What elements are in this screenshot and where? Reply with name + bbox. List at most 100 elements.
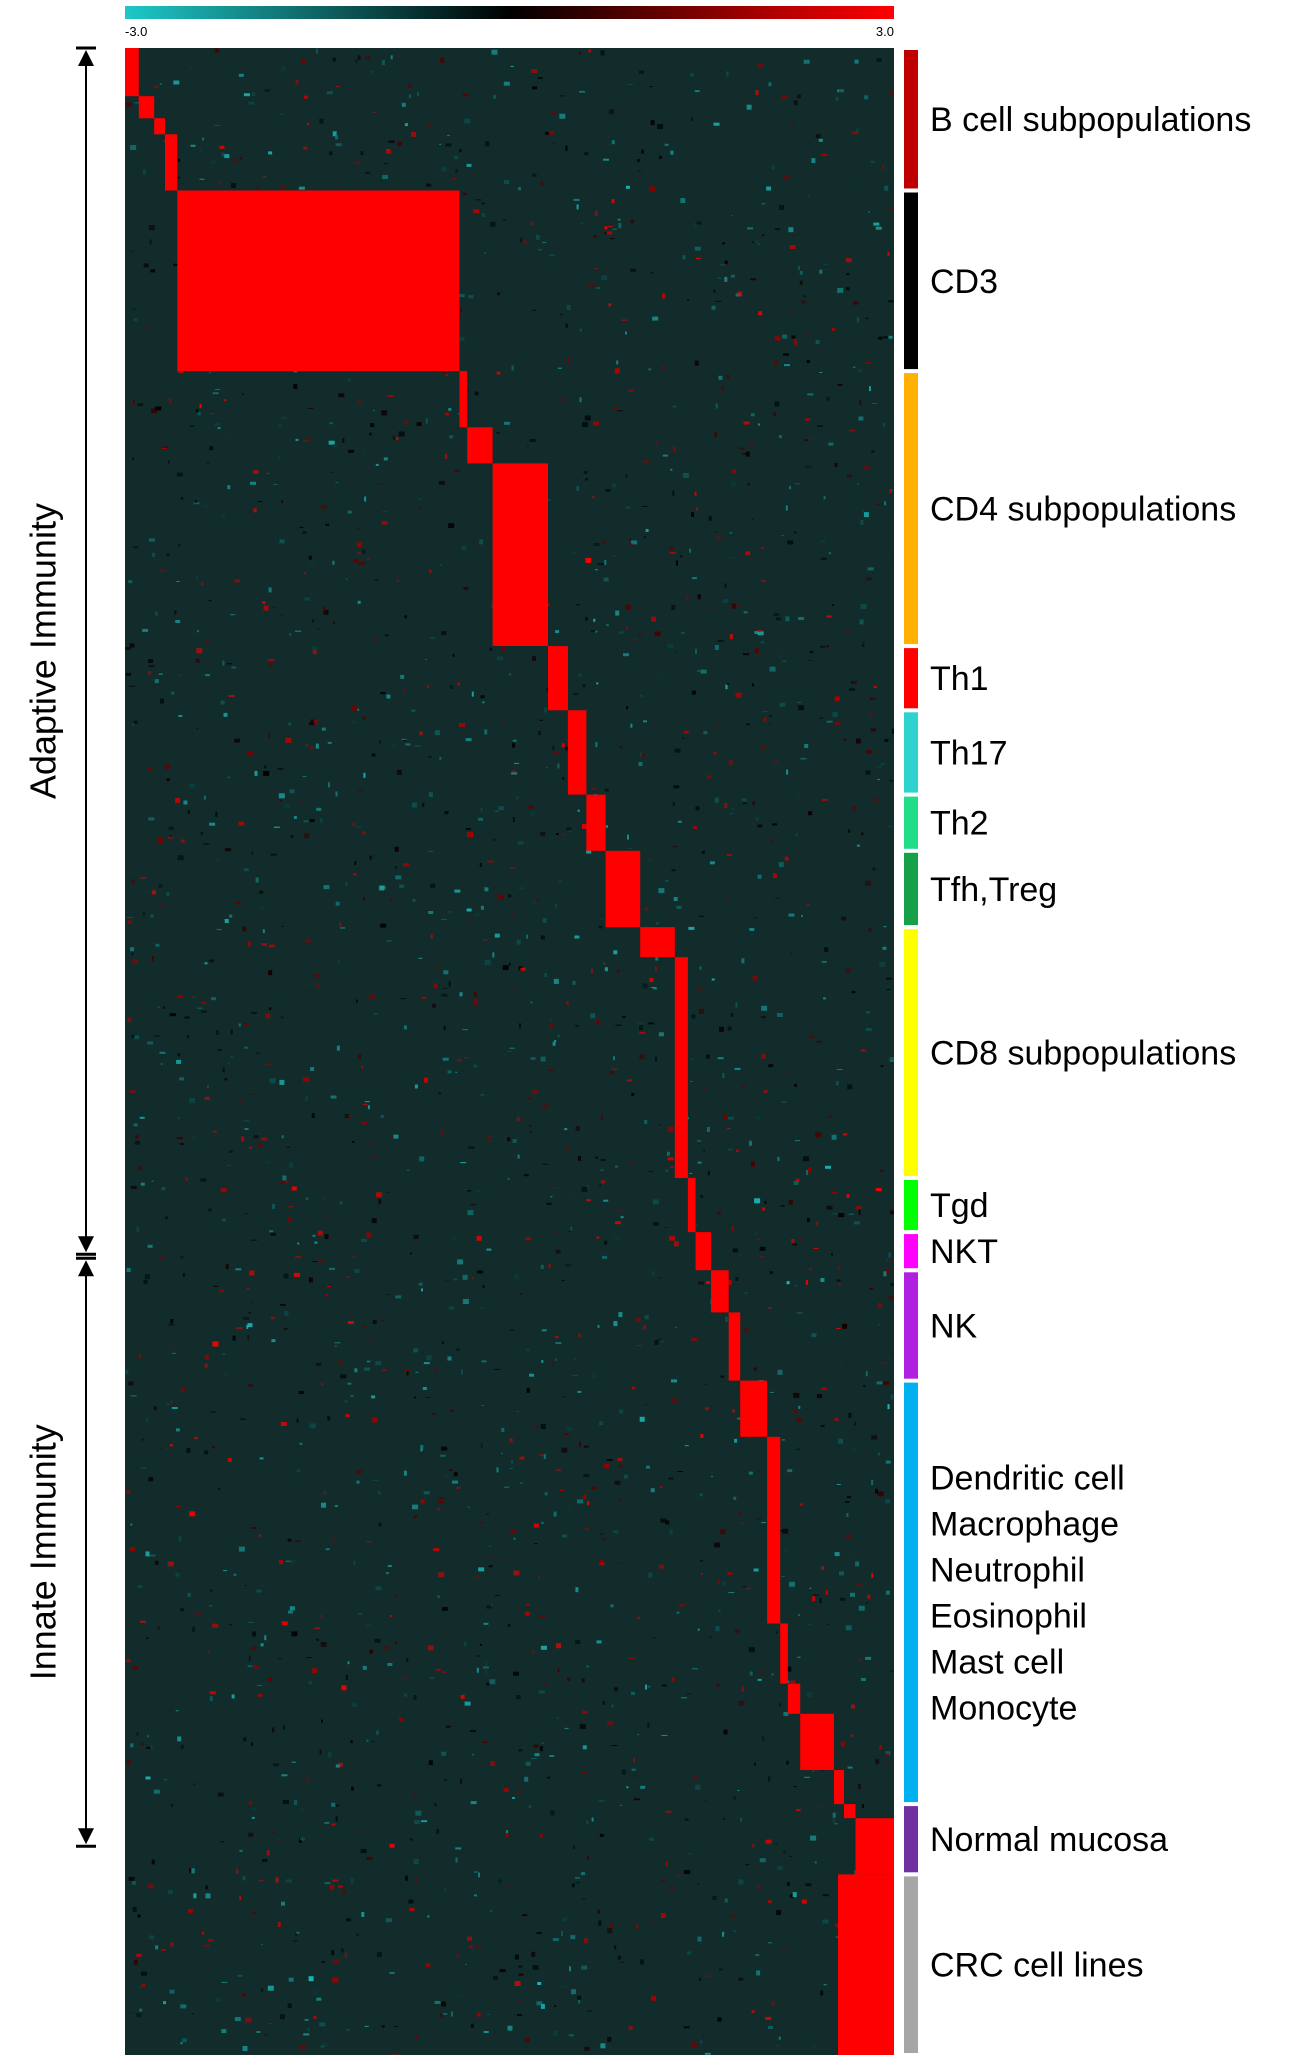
heatmap-noise-cell [846, 474, 852, 478]
heatmap-noise-cell [705, 1281, 710, 1285]
heatmap-noise-cell [384, 634, 389, 637]
heatmap-noise-cell [465, 1963, 467, 1965]
heatmap-noise-cell [150, 269, 156, 273]
heatmap-noise-cell [564, 1128, 568, 1131]
heatmap-noise-cell [665, 1861, 668, 1867]
heatmap-noise-cell [284, 1311, 289, 1316]
heatmap-noise-cell [248, 751, 254, 756]
heatmap-noise-cell [136, 1953, 142, 1957]
heatmap-noise-cell [707, 1975, 711, 1977]
heatmap-noise-cell [807, 195, 810, 196]
heatmap-noise-cell [131, 879, 136, 884]
heatmap-noise-cell [691, 690, 696, 695]
heatmap-noise-cell [441, 993, 448, 997]
heatmap-noise-cell [312, 1668, 318, 1674]
heatmap-noise-cell [504, 421, 510, 425]
heatmap-noise-cell [598, 1920, 602, 1926]
heatmap-noise-cell [674, 652, 677, 654]
heatmap-noise-cell [812, 1596, 816, 1602]
heatmap-noise-cell [697, 1936, 702, 1942]
heatmap-noise-cell [140, 1467, 147, 1469]
heatmap-noise-cell [205, 674, 211, 677]
heatmap-noise-cell [599, 1421, 603, 1426]
heatmap-noise-cell [693, 1775, 697, 1781]
heatmap-noise-cell [552, 1187, 559, 1189]
heatmap-noise-cell [815, 1132, 822, 1138]
heatmap-noise-cell [296, 1418, 299, 1423]
heatmap-noise-cell [625, 331, 627, 335]
heatmap-noise-cell [474, 1894, 477, 1897]
heatmap-noise-cell [444, 1778, 448, 1781]
heatmap-noise-cell [400, 998, 406, 1000]
heatmap-noise-cell [700, 669, 707, 674]
heatmap-noise-cell [781, 1101, 787, 1103]
immunity-arrow-up [78, 1260, 94, 1277]
heatmap-noise-cell [264, 1635, 267, 1641]
heatmap-noise-cell [743, 653, 749, 656]
heatmap-noise-cell [603, 232, 608, 235]
heatmap-noise-cell [507, 1051, 512, 1053]
heatmap-noise-cell [613, 407, 618, 410]
heatmap-noise-cell [751, 241, 754, 244]
heatmap-noise-cell [503, 81, 510, 86]
heatmap-noise-cell [846, 1496, 851, 1499]
heatmap-noise-cell [237, 1974, 243, 1977]
heatmap-noise-cell [358, 1054, 362, 1060]
heatmap-noise-cell [616, 1209, 621, 1212]
heatmap-noise-cell [591, 788, 596, 790]
immunity-group-label: Innate Immunity [23, 1424, 64, 1680]
heatmap-noise-cell [394, 846, 399, 852]
heatmap-noise-cell [749, 442, 754, 444]
heatmap-noise-cell [539, 1454, 544, 1456]
heatmap-noise-cell [826, 615, 832, 618]
heatmap-noise-cell [586, 1665, 590, 1668]
heatmap-noise-cell [728, 557, 734, 559]
heatmap-noise-cell [414, 1820, 421, 1825]
heatmap-noise-cell [344, 1952, 347, 1958]
heatmap-noise-cell [797, 1614, 800, 1616]
heatmap-noise-cell [650, 120, 655, 126]
heatmap-noise-cell [478, 1521, 484, 1524]
heatmap-noise-cell [204, 1354, 209, 1360]
heatmap-noise-cell [508, 1623, 511, 1627]
heatmap-noise-cell [263, 770, 270, 776]
heatmap-noise-cell [208, 959, 214, 963]
heatmap-noise-cell [743, 421, 750, 425]
heatmap-noise-cell [352, 1140, 355, 1143]
cell-group-color-bar [904, 796, 918, 849]
heatmap-noise-cell [371, 1741, 375, 1742]
heatmap-noise-cell [851, 131, 858, 135]
heatmap-block [894, 1874, 897, 2055]
heatmap-block [125, 48, 139, 97]
heatmap-noise-cell [777, 1157, 780, 1161]
heatmap-noise-cell [448, 407, 452, 411]
heatmap-noise-cell [315, 48, 318, 54]
heatmap-noise-cell [484, 887, 489, 892]
heatmap-noise-cell [372, 1479, 379, 1481]
heatmap-noise-cell [579, 90, 585, 93]
heatmap-noise-cell [302, 775, 307, 777]
heatmap-noise-cell [439, 756, 442, 760]
heatmap-noise-cell [215, 389, 221, 390]
heatmap-noise-cell [383, 163, 388, 165]
heatmap-noise-cell [516, 939, 521, 945]
heatmap-noise-cell [694, 246, 701, 251]
heatmap-noise-cell [350, 1740, 353, 1744]
heatmap-noise-cell [855, 1561, 860, 1567]
heatmap-noise-cell [639, 1416, 645, 1422]
heatmap-noise-cell [173, 263, 180, 266]
heatmap-noise-cell [317, 1230, 323, 1236]
heatmap-noise-cell [796, 1312, 803, 1314]
heatmap-noise-cell [882, 946, 887, 950]
heatmap-noise-cell [325, 523, 330, 526]
heatmap-block [787, 1683, 801, 1714]
heatmap-noise-cell [699, 1008, 704, 1014]
heatmap-noise-cell [346, 1276, 351, 1278]
heatmap-noise-cell [243, 868, 249, 872]
heatmap-noise-cell [788, 227, 794, 233]
heatmap-noise-cell [722, 1581, 726, 1587]
heatmap-noise-cell [201, 582, 204, 586]
heatmap-noise-cell [392, 744, 396, 747]
heatmap-noise-cell [775, 1843, 778, 1845]
